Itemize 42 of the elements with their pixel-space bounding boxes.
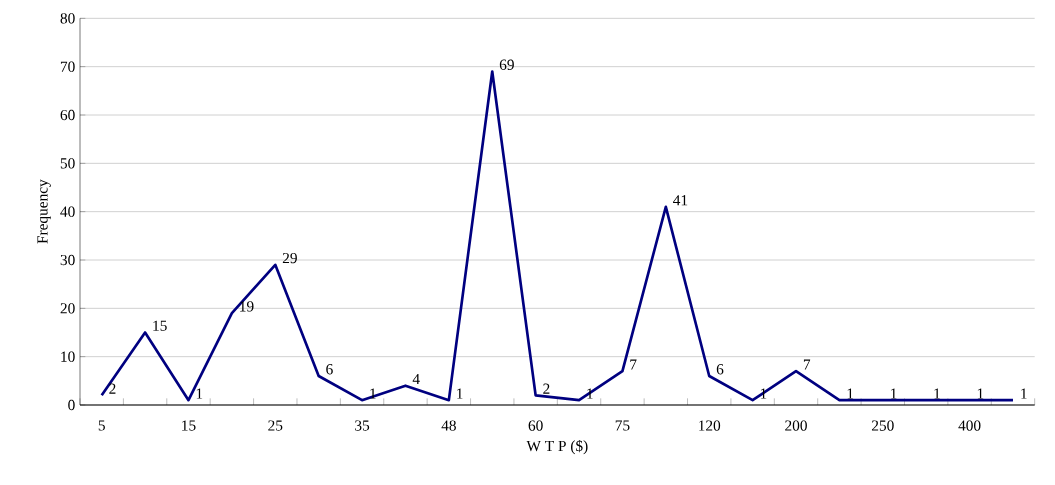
- x-tick-label: 5: [98, 420, 105, 431]
- data-label: 2: [543, 383, 550, 394]
- x-tick-label: 48: [441, 420, 456, 431]
- data-label: 1: [196, 388, 203, 399]
- y-tick-label: 80: [60, 13, 75, 24]
- data-label: 69: [499, 59, 514, 70]
- x-tick-label: 75: [615, 420, 630, 431]
- data-label: 1: [457, 388, 463, 399]
- data-label: 1: [760, 388, 767, 399]
- data-label: 1: [1021, 388, 1027, 399]
- x-tick-label: 25: [268, 420, 283, 431]
- x-axis-title: W T P ($): [526, 439, 588, 455]
- y-tick-label: 20: [60, 303, 75, 314]
- y-tick-label: 50: [60, 158, 75, 169]
- x-tick-label: 200: [785, 420, 807, 431]
- data-label: 41: [673, 195, 688, 206]
- data-label: 29: [282, 252, 297, 264]
- data-label: 19: [240, 301, 254, 312]
- x-tick-label: 400: [958, 420, 981, 431]
- data-label: 6: [716, 364, 724, 375]
- x-tick-label: 120: [699, 420, 721, 431]
- data-label: 1: [934, 388, 940, 399]
- x-tick-label: 15: [182, 420, 196, 431]
- y-tick-label: 70: [60, 61, 75, 72]
- y-tick-label: 10: [61, 351, 75, 362]
- x-tick-label: 35: [355, 420, 370, 431]
- y-tick-label: 30: [60, 254, 75, 266]
- data-label: 1: [977, 388, 984, 399]
- y-axis-title: Frequency: [37, 179, 51, 244]
- data-label: 15: [153, 320, 167, 331]
- data-label: 4: [412, 373, 420, 385]
- data-label: 1: [891, 388, 897, 399]
- data-label: 7: [630, 359, 637, 370]
- data-label: 7: [803, 359, 811, 370]
- x-tick-label: 60: [528, 420, 543, 431]
- x-tick-label: 250: [871, 420, 894, 431]
- y-tick-label: 60: [60, 109, 75, 121]
- y-tick-label: 0: [68, 399, 75, 411]
- y-tick-label: 40: [60, 206, 75, 217]
- data-label: 1: [847, 388, 854, 399]
- data-label: 6: [326, 364, 333, 375]
- data-label: 2: [109, 383, 116, 394]
